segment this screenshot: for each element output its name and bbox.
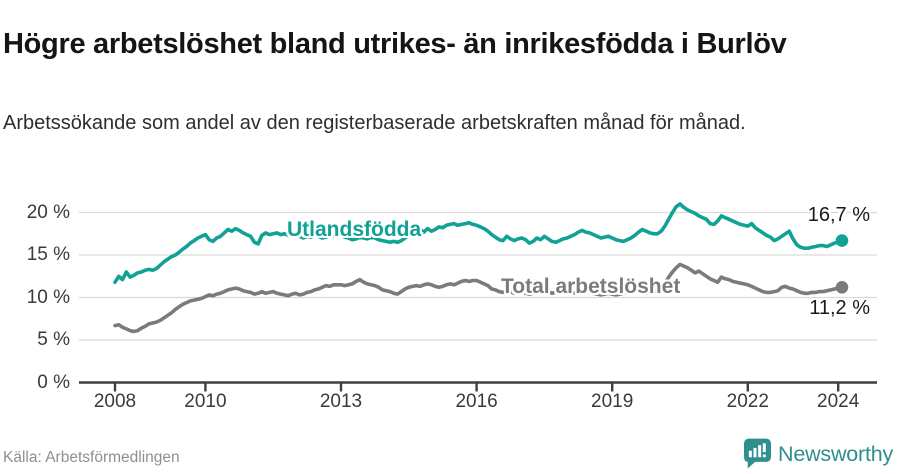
end-value-label-utlandsfodda: 16,7 % [807, 204, 870, 226]
series-label-utlandsfodda: Utlandsfödda [287, 218, 422, 241]
chart-subtitle: Arbetssökande som andel av den registerb… [3, 112, 746, 134]
brand-name: Newsworthy [778, 441, 894, 466]
series-label-total-arbetsloshet: Total arbetslöshet [501, 275, 681, 298]
x-tick-label: 2013 [319, 391, 363, 412]
end-value-label-total: 11,2 % [809, 297, 870, 319]
x-tick-label: 2022 [726, 391, 769, 412]
x-tick-label: 2010 [184, 391, 227, 412]
newsworthy-bar-chart-icon [744, 438, 771, 470]
y-tick-label: 5 % [37, 329, 70, 350]
source-note: Källa: Arbetsförmedlingen [3, 449, 180, 466]
newsworthy-logo: Newsworthy [744, 438, 893, 470]
x-tick-label: 2008 [93, 391, 137, 412]
y-tick-label: 15 % [26, 244, 70, 265]
y-tick-label: 20 % [26, 201, 70, 223]
x-tick-label: 2016 [455, 391, 498, 412]
x-tick-label: 2024 [817, 391, 860, 412]
x-tick-label: 2019 [591, 391, 634, 412]
page-title: Högre arbetslöshet bland utrikes- än inr… [3, 28, 787, 61]
y-tick-label: 10 % [26, 286, 70, 308]
y-tick-label: 0 % [37, 371, 70, 393]
